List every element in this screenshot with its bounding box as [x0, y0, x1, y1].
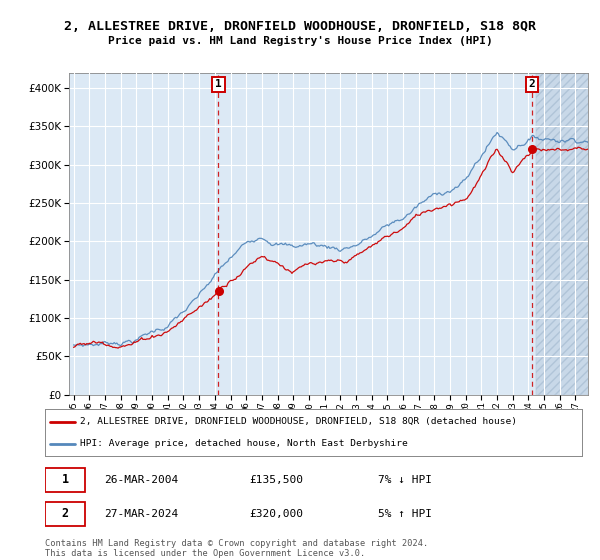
- Text: £320,000: £320,000: [249, 508, 303, 519]
- Bar: [536, 73, 591, 395]
- Text: 2: 2: [529, 80, 535, 89]
- Text: 26-MAR-2004: 26-MAR-2004: [104, 475, 178, 484]
- Text: 1: 1: [62, 473, 69, 486]
- FancyBboxPatch shape: [45, 502, 85, 526]
- Text: 2: 2: [62, 507, 69, 520]
- Text: Contains HM Land Registry data © Crown copyright and database right 2024.
This d: Contains HM Land Registry data © Crown c…: [45, 539, 428, 558]
- Bar: [536, 73, 591, 395]
- Text: 7% ↓ HPI: 7% ↓ HPI: [378, 475, 432, 484]
- Text: 5% ↑ HPI: 5% ↑ HPI: [378, 508, 432, 519]
- Text: 27-MAR-2024: 27-MAR-2024: [104, 508, 178, 519]
- Text: HPI: Average price, detached house, North East Derbyshire: HPI: Average price, detached house, Nort…: [80, 439, 407, 448]
- Text: 2, ALLESTREE DRIVE, DRONFIELD WOODHOUSE, DRONFIELD, S18 8QR: 2, ALLESTREE DRIVE, DRONFIELD WOODHOUSE,…: [64, 20, 536, 32]
- Text: £135,500: £135,500: [249, 475, 303, 484]
- FancyBboxPatch shape: [45, 468, 85, 492]
- Text: 1: 1: [215, 80, 222, 89]
- Text: 2, ALLESTREE DRIVE, DRONFIELD WOODHOUSE, DRONFIELD, S18 8QR (detached house): 2, ALLESTREE DRIVE, DRONFIELD WOODHOUSE,…: [80, 417, 517, 426]
- Text: Price paid vs. HM Land Registry's House Price Index (HPI): Price paid vs. HM Land Registry's House …: [107, 36, 493, 46]
